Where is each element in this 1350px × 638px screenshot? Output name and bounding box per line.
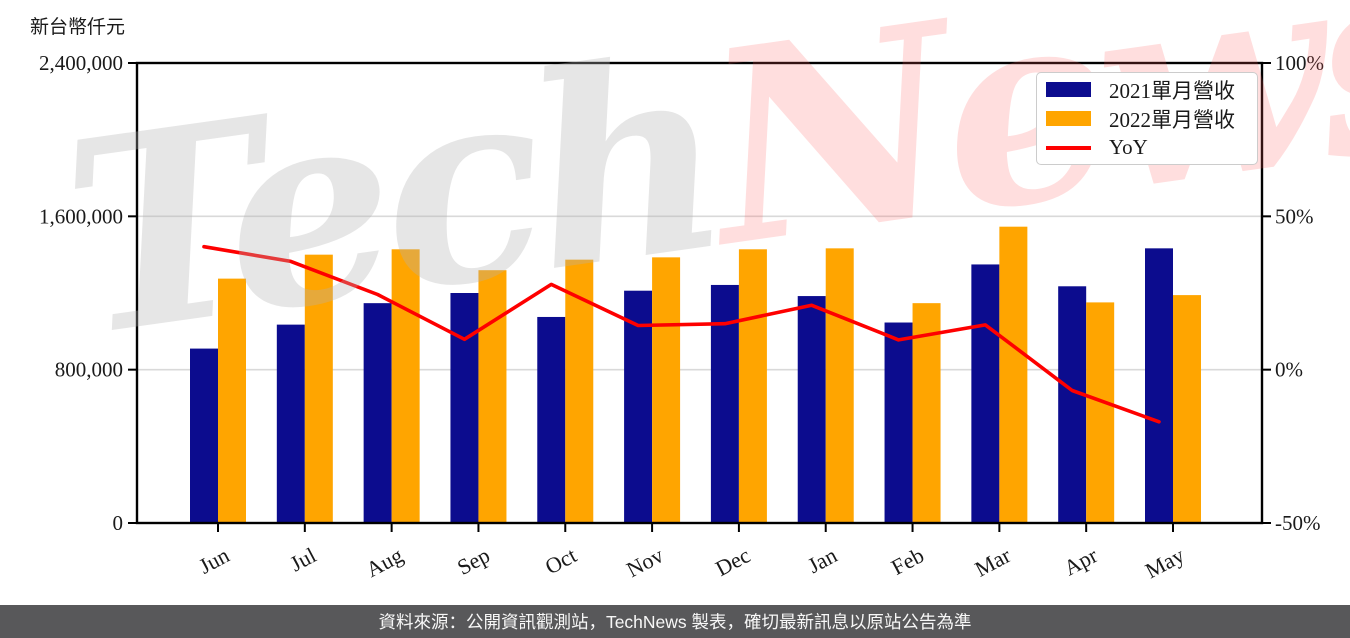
x-tick-label-Nov: Nov xyxy=(622,542,667,582)
chart-legend: 2021單月營收 2022單月營收 YoY xyxy=(1036,72,1258,165)
left-tick-label: 800,000 xyxy=(55,358,123,382)
bar-2022單月營收-Jun xyxy=(218,278,246,523)
bar-2021單月營收-Jan xyxy=(797,296,826,523)
bar-2021單月營收-Nov xyxy=(624,290,653,523)
right-tick-label: 0% xyxy=(1275,358,1303,382)
bar-2022單月營收-Apr xyxy=(1086,302,1115,523)
x-tick-label-Apr: Apr xyxy=(1060,542,1103,580)
bar-2021單月營收-Sep xyxy=(450,293,479,523)
bar-2022單月營收-Jul xyxy=(304,254,333,523)
bar-2021單月營收-Jun xyxy=(190,348,218,523)
legend-line-yoy xyxy=(1046,145,1091,150)
legend-label-yoy: YoY xyxy=(1109,135,1148,159)
source-footer-text: 資料來源：公開資訊觀測站，TechNews 製表，確切最新訊息以原站公告為準 xyxy=(378,612,972,632)
left-tick-label: 1,600,000 xyxy=(39,204,123,228)
legend-label-2022: 2022單月營收 xyxy=(1109,107,1235,132)
legend-label-2021: 2021單月營收 xyxy=(1109,78,1235,103)
revenue-yoy-chart: 0 800,000 1,600,000 2,400,000 -50% 0% 50% 100% J… xyxy=(39,51,1324,583)
x-tick-label-Jan: Jan xyxy=(803,542,841,578)
legend-item-yoy: YoY xyxy=(1037,133,1257,162)
bar-2021單月營收-Aug xyxy=(363,303,392,523)
bar-2022單月營收-Feb xyxy=(912,303,941,523)
legend-item-2022: 2022單月營收 xyxy=(1037,104,1257,133)
bar-2021單月營收-Oct xyxy=(537,316,566,523)
bar-2022單月營收-Nov xyxy=(652,257,681,523)
bar-2022單月營收-Dec xyxy=(738,249,767,524)
x-tick-label-Feb: Feb xyxy=(887,542,928,580)
left-tick-label: 0 xyxy=(113,511,124,535)
x-tick-label-Oct: Oct xyxy=(541,542,581,579)
x-tick-label-Aug: Aug xyxy=(362,542,407,582)
left-tick-label: 2,400,000 xyxy=(39,51,123,75)
right-tick-label: 100% xyxy=(1275,51,1324,75)
source-footer: 資料來源：公開資訊觀測站，TechNews 製表，確切最新訊息以原站公告為準 xyxy=(0,605,1350,638)
bar-2022單月營收-Jan xyxy=(825,248,854,523)
x-tick-label-Sep: Sep xyxy=(453,542,494,580)
x-tick-label-Dec: Dec xyxy=(711,542,754,581)
y-axis-unit-label: 新台幣仟元 xyxy=(30,17,126,38)
x-tick-label-Mar: Mar xyxy=(971,542,1016,582)
x-tick-label-Jul: Jul xyxy=(286,542,320,576)
bar-2022單月營收-Aug xyxy=(391,249,420,524)
bar-2022單月營收-May xyxy=(1173,295,1201,523)
x-tick-label-Jun: Jun xyxy=(195,542,234,578)
legend-swatch-2021 xyxy=(1046,82,1091,97)
bar-2022單月營收-Mar xyxy=(999,226,1028,523)
right-tick-label: -50% xyxy=(1275,511,1321,535)
legend-item-2021: 2021單月營收 xyxy=(1037,75,1257,104)
bar-2021單月營收-Jul xyxy=(276,324,305,523)
bar-2021單月營收-Mar xyxy=(971,264,1000,523)
bar-2022單月營收-Sep xyxy=(478,270,507,523)
bar-2021單月營收-Apr xyxy=(1058,286,1087,523)
legend-swatch-2022 xyxy=(1046,111,1091,126)
bar-2021單月營收-May xyxy=(1145,248,1173,523)
plot-frame xyxy=(135,61,1264,525)
right-tick-label: 50% xyxy=(1275,204,1314,228)
x-tick-label-May: May xyxy=(1141,542,1188,583)
yoy-line xyxy=(202,244,1161,424)
bar-2021單月營收-Feb xyxy=(884,322,913,523)
